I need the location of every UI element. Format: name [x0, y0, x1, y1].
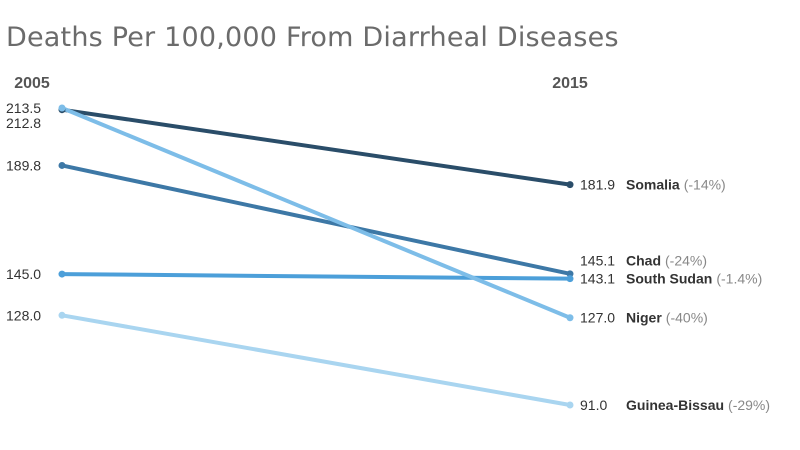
- series-line-guinea-bissau: [60, 313, 572, 407]
- end-value-guinea-bissau: 91.0: [580, 397, 607, 413]
- change-label-niger: (-40%): [666, 310, 708, 326]
- point-somalia-2015: [566, 181, 574, 189]
- point-chad-2015: [566, 270, 574, 278]
- change-label-chad: (-24%): [665, 253, 707, 269]
- column-label-2005: 2005: [14, 75, 50, 92]
- point-south-sudan-2005: [58, 270, 66, 278]
- series-lines: [60, 106, 572, 407]
- change-label-guinea-bissau: (-29%): [728, 397, 770, 413]
- point-guinea-bissau-2015: [566, 401, 574, 409]
- series-name-south-sudan: South Sudan: [626, 271, 712, 287]
- start-value-guinea-bissau: 128.0: [6, 307, 41, 323]
- series-line-somalia: [60, 107, 572, 187]
- end-value-chad: 145.1: [580, 253, 615, 269]
- point-south-sudan-2015: [566, 275, 574, 283]
- series-line-chad: [60, 163, 572, 276]
- series-name-niger: Niger: [626, 310, 662, 326]
- change-label-somalia: (-14%): [684, 177, 726, 193]
- point-niger-2015: [566, 314, 574, 322]
- start-value-somalia: 212.8: [6, 115, 41, 131]
- point-niger-2005: [58, 104, 66, 112]
- point-guinea-bissau-2005: [58, 311, 66, 319]
- series-points: [58, 104, 574, 409]
- point-chad-2005: [58, 161, 66, 169]
- series-name-guinea-bissau: Guinea-Bissau: [626, 397, 724, 413]
- column-label-2015: 2015: [552, 75, 588, 92]
- series-line-niger: [60, 106, 572, 320]
- end-value-south-sudan: 143.1: [580, 271, 615, 287]
- series-line-south-sudan: [60, 272, 572, 281]
- series-name-somalia: Somalia: [626, 177, 680, 193]
- series-name-chad: Chad: [626, 253, 661, 269]
- change-label-south-sudan: (-1.4%): [716, 271, 762, 287]
- chart-title: Deaths Per 100,000 From Diarrheal Diseas…: [6, 22, 619, 53]
- end-value-somalia: 181.9: [580, 177, 615, 193]
- start-value-south-sudan: 145.0: [6, 266, 41, 282]
- start-value-niger: 213.5: [6, 100, 41, 116]
- start-value-chad: 189.8: [6, 157, 41, 173]
- end-value-niger: 127.0: [580, 310, 615, 326]
